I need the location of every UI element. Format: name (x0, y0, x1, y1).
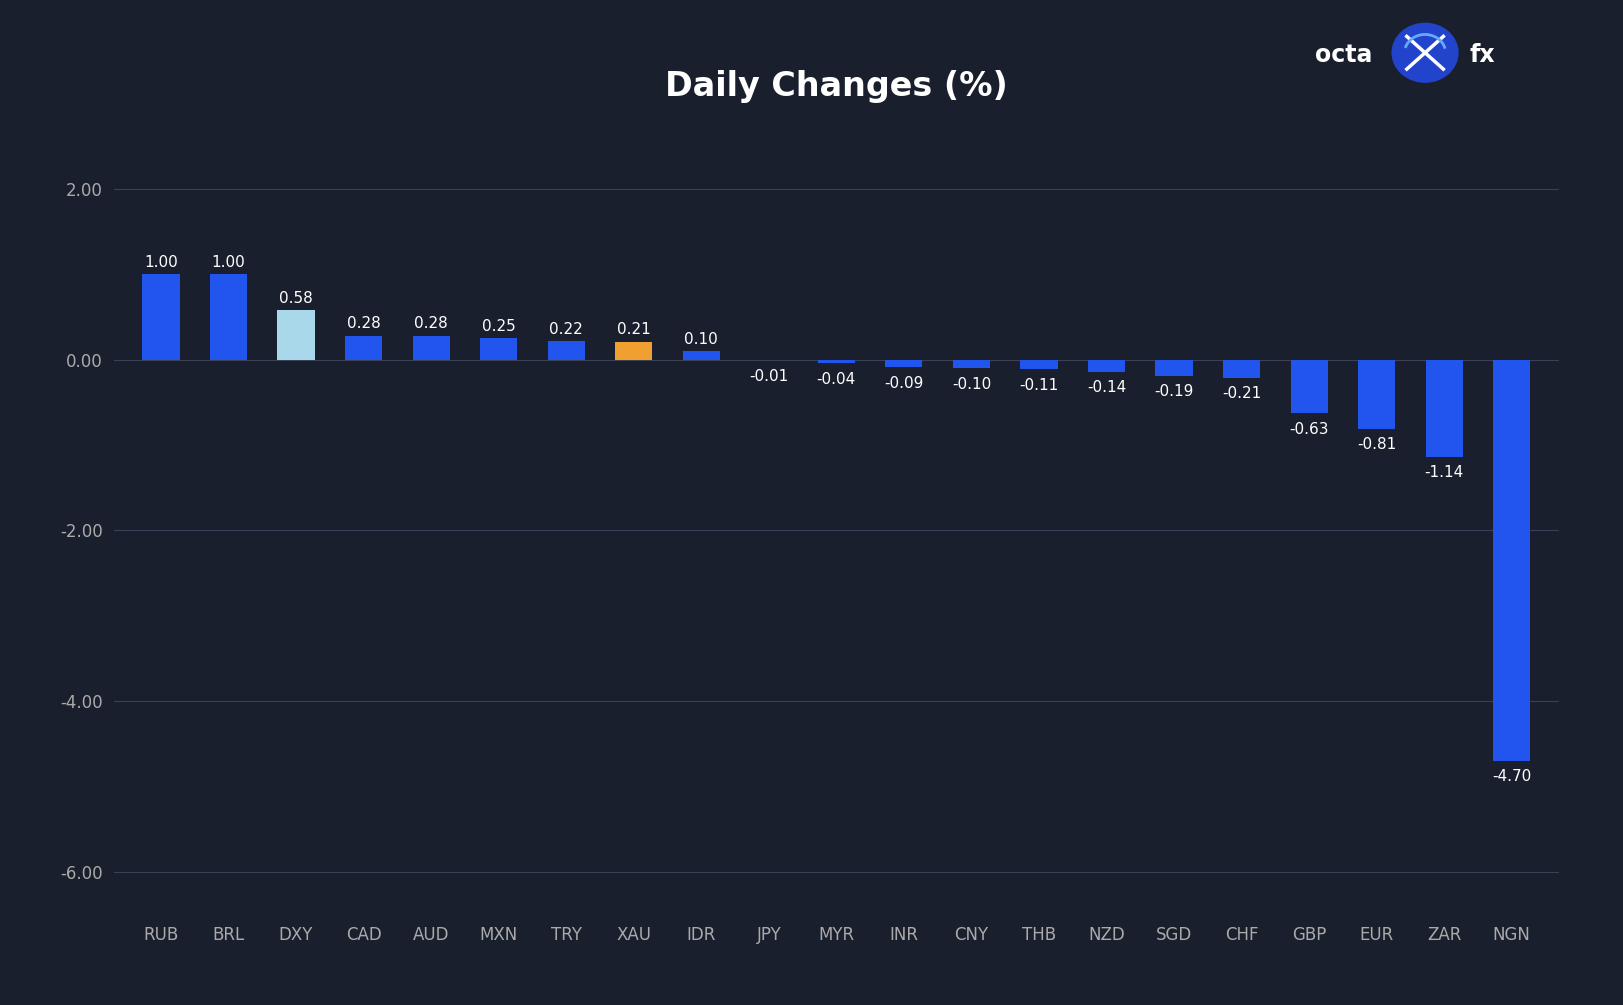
Text: 1.00: 1.00 (211, 255, 245, 270)
Text: -0.21: -0.21 (1220, 386, 1261, 401)
Text: -0.04: -0.04 (816, 372, 855, 387)
Text: 0.58: 0.58 (279, 290, 313, 306)
Text: -0.01: -0.01 (748, 369, 787, 384)
Bar (547, 341, 584, 360)
Bar (885, 360, 922, 367)
Bar (344, 336, 381, 360)
Bar (278, 311, 315, 360)
Bar (682, 351, 719, 360)
Text: -4.70: -4.70 (1492, 770, 1530, 785)
Text: 0.28: 0.28 (414, 317, 448, 332)
Bar (480, 339, 516, 360)
Text: 0.25: 0.25 (482, 319, 514, 334)
Text: -0.11: -0.11 (1019, 378, 1058, 393)
Bar (1156, 360, 1191, 376)
Text: fx: fx (1469, 43, 1495, 67)
Text: 0.21: 0.21 (617, 323, 651, 338)
Bar (953, 360, 990, 368)
Bar (1019, 360, 1057, 369)
Bar (1290, 360, 1328, 413)
Text: -0.63: -0.63 (1289, 422, 1328, 437)
Bar (412, 336, 450, 360)
Bar (818, 360, 854, 363)
Text: -0.19: -0.19 (1154, 384, 1193, 399)
Text: -0.09: -0.09 (883, 376, 923, 391)
Text: 1.00: 1.00 (144, 255, 179, 270)
Text: -0.10: -0.10 (951, 377, 990, 392)
Text: octa: octa (1315, 43, 1371, 67)
Circle shape (1391, 23, 1457, 82)
Bar (1222, 360, 1259, 378)
Bar (1492, 360, 1529, 761)
Text: -0.81: -0.81 (1357, 437, 1396, 452)
Bar (615, 342, 652, 360)
Bar (1357, 360, 1394, 429)
Text: -0.14: -0.14 (1086, 380, 1125, 395)
Title: Daily Changes (%): Daily Changes (%) (664, 69, 1008, 103)
Text: -1.14: -1.14 (1423, 465, 1462, 480)
Bar (209, 274, 247, 360)
Bar (143, 274, 180, 360)
Bar (1087, 360, 1125, 372)
Text: 0.10: 0.10 (683, 332, 717, 347)
Text: 0.28: 0.28 (346, 317, 380, 332)
Bar (1425, 360, 1462, 457)
Text: 0.22: 0.22 (549, 322, 583, 337)
